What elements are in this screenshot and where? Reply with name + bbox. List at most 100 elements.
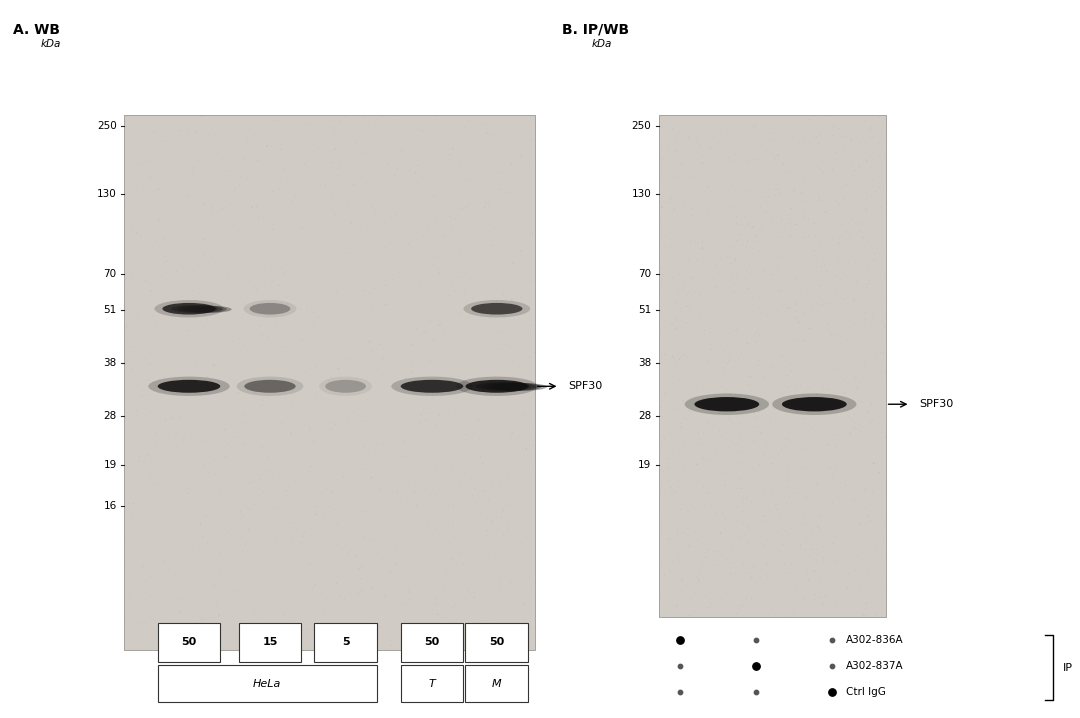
Point (691, 433, 708, 444)
Point (690, 230, 707, 242)
Point (680, 132, 698, 144)
Point (795, 204, 812, 215)
Point (725, 269, 742, 280)
Point (312, 181, 329, 192)
Point (488, 579, 505, 591)
Point (744, 221, 761, 233)
Point (867, 541, 885, 553)
Point (253, 294, 270, 306)
Point (410, 124, 428, 136)
Point (443, 554, 460, 565)
Point (743, 222, 760, 233)
Point (503, 543, 521, 554)
Point (670, 414, 687, 426)
Point (713, 276, 730, 287)
Point (324, 189, 341, 200)
Point (809, 424, 826, 435)
Point (812, 120, 829, 131)
Point (411, 261, 429, 273)
Point (270, 454, 287, 465)
Point (724, 556, 741, 568)
Point (769, 262, 786, 274)
Point (858, 307, 875, 318)
Point (327, 564, 345, 575)
Point (286, 189, 303, 200)
Point (409, 621, 427, 633)
Point (835, 497, 852, 508)
Point (834, 219, 851, 230)
Point (680, 610, 698, 621)
Point (765, 486, 782, 498)
Point (194, 111, 212, 122)
Point (256, 279, 273, 291)
Point (764, 269, 781, 281)
Point (737, 263, 754, 274)
Point (406, 319, 423, 330)
Point (474, 119, 491, 131)
Point (405, 467, 422, 479)
Point (707, 259, 725, 271)
Point (738, 568, 755, 579)
Point (677, 569, 694, 581)
Point (408, 177, 426, 189)
Point (226, 582, 243, 593)
Point (766, 258, 783, 270)
Point (826, 396, 843, 407)
Point (181, 432, 199, 443)
Point (351, 610, 368, 622)
Point (229, 158, 246, 169)
Point (149, 600, 166, 612)
Point (846, 286, 863, 298)
Point (228, 316, 245, 327)
Point (834, 183, 851, 195)
Point (757, 353, 774, 364)
Point (783, 558, 800, 569)
Point (841, 117, 859, 129)
Point (189, 221, 206, 233)
Point (777, 220, 794, 232)
Point (216, 453, 233, 465)
Point (347, 137, 364, 149)
Point (826, 449, 843, 461)
Point (667, 172, 685, 184)
Point (326, 480, 343, 491)
Point (522, 570, 539, 582)
Point (768, 431, 785, 442)
Point (864, 457, 881, 469)
Point (654, 465, 672, 477)
Point (353, 561, 370, 572)
Point (854, 343, 872, 355)
Point (808, 388, 825, 400)
Point (414, 599, 431, 610)
Point (872, 410, 889, 421)
Point (658, 466, 675, 477)
Point (120, 455, 137, 467)
Point (801, 350, 819, 361)
Point (872, 475, 889, 486)
Point (118, 478, 135, 490)
Point (657, 483, 674, 495)
Point (244, 236, 261, 247)
Point (191, 288, 208, 299)
Point (139, 174, 157, 185)
Point (136, 410, 153, 421)
Point (759, 183, 777, 195)
Point (747, 686, 765, 698)
Point (777, 251, 794, 263)
Point (243, 369, 260, 381)
Point (193, 531, 211, 542)
Point (141, 406, 159, 418)
Point (795, 553, 812, 564)
Point (730, 600, 747, 612)
Point (387, 558, 404, 569)
Point (793, 518, 810, 529)
Point (812, 523, 829, 535)
Point (799, 417, 816, 429)
Point (728, 218, 745, 229)
Point (261, 625, 279, 636)
Point (457, 122, 474, 134)
Point (874, 176, 891, 187)
Point (463, 490, 481, 502)
Point (140, 472, 158, 484)
Point (705, 546, 723, 557)
